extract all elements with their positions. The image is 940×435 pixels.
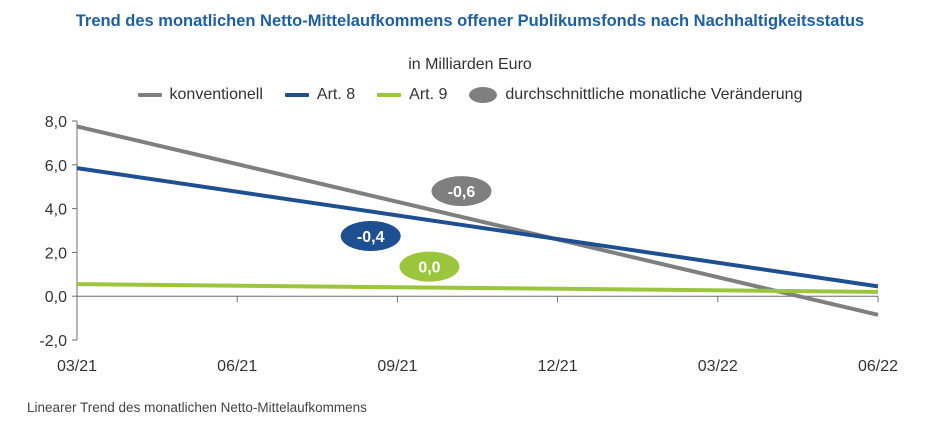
legend-swatch-change — [469, 87, 498, 103]
annotation-art-8-label: -0,4 — [357, 229, 385, 246]
y-tick-label: 2,0 — [45, 245, 67, 262]
annotation-konventionell-label: -0,6 — [448, 184, 476, 201]
legend: konventionell Art. 8 Art. 9 durchschnitt… — [0, 86, 940, 104]
x-tick-label: 06/22 — [858, 358, 898, 375]
x-tick-label: 03/22 — [698, 358, 738, 375]
series-line-art-9 — [76, 282, 879, 294]
x-tick-label: 03/21 — [57, 358, 97, 375]
annotation-art-9-oval — [399, 251, 460, 282]
x-tick-label: 12/21 — [538, 358, 578, 375]
series-line-art-8 — [76, 166, 879, 289]
annotation-konventionell: -0,6 — [431, 176, 492, 207]
legend-label-art8: Art. 8 — [316, 86, 356, 103]
legend-label-art9: Art. 9 — [409, 86, 448, 103]
legend-swatch-art8 — [284, 93, 309, 97]
y-tick-label: -2,0 — [39, 333, 67, 350]
chart-title: Trend des monatlichen Netto-Mittelaufkom… — [75, 12, 865, 30]
annotation-art-8-oval — [340, 220, 401, 251]
annotation-art-9-label: 0,0 — [418, 260, 440, 277]
x-tick-label: 09/21 — [377, 358, 417, 375]
legend-item-art9: Art. 9 — [377, 86, 447, 104]
annotation-art-9: 0,0 — [399, 251, 460, 282]
annotation-art-8: -0,4 — [340, 220, 401, 251]
legend-item-konventionell: konventionell — [137, 86, 263, 104]
y-tick-label: 0,0 — [45, 289, 67, 306]
y-tick-label: 4,0 — [45, 202, 67, 219]
legend-item-art8: Art. 8 — [284, 86, 356, 104]
legend-swatch-konventionell — [137, 93, 162, 97]
legend-item-change: durchschnittliche monatliche Veränderung — [469, 86, 802, 104]
y-tick-label: 8,0 — [45, 114, 67, 131]
y-tick-label: 6,0 — [45, 158, 67, 175]
x-tick-label: 06/21 — [217, 358, 257, 375]
annotation-konventionell-oval — [431, 176, 492, 207]
series-line-konventionell — [76, 124, 879, 317]
legend-swatch-art9 — [377, 93, 402, 97]
legend-label-konventionell: konventionell — [169, 86, 263, 103]
legend-label-change: durchschnittliche monatliche Veränderung — [505, 86, 803, 103]
footnote: Linearer Trend des monatlichen Netto-Mit… — [27, 400, 367, 415]
chart-subtitle: in Milliarden Euro — [408, 56, 532, 73]
